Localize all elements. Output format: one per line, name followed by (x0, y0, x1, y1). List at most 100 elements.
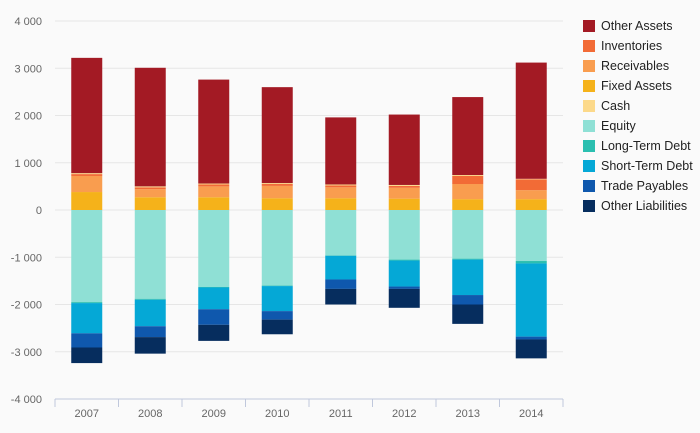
bar-segment (71, 333, 103, 348)
legend-swatch (583, 20, 595, 32)
bar-segment (388, 288, 420, 308)
legend-label: Inventories (601, 39, 663, 53)
legend-item[interactable]: Equity (583, 116, 693, 136)
bar-segment (134, 67, 166, 187)
bar-segment (325, 279, 357, 289)
bar-segment (388, 260, 420, 287)
y-tick-label: 0 (36, 205, 42, 217)
bar-segment (198, 197, 230, 210)
bar-segment (261, 185, 293, 199)
bar-segment (452, 175, 484, 176)
bar-segment (134, 187, 166, 190)
legend-label: Long-Term Debt (601, 139, 691, 153)
bar-segment (261, 184, 293, 186)
bar-segment (388, 210, 420, 260)
legend-swatch (583, 140, 595, 152)
bar-segment (515, 62, 547, 179)
bar-segment (325, 210, 357, 256)
bar-segment (71, 303, 103, 334)
legend-label: Cash (601, 99, 631, 113)
bar-segment (515, 190, 547, 200)
bar-segment (261, 87, 293, 184)
bar-segment (261, 286, 293, 312)
bar-segment (71, 173, 103, 175)
y-tick-label: -2 000 (11, 300, 42, 312)
gridlines (55, 20, 563, 353)
bar-segment (452, 258, 484, 260)
bar-segment (71, 192, 103, 210)
bar-segment (515, 261, 547, 264)
legend-item[interactable]: Other Liabilities (583, 196, 693, 216)
bars (71, 57, 547, 364)
legend: Other Assets Inventories Receivables Fixed … (583, 16, 693, 216)
legend-label: Short-Term Debt (601, 159, 693, 173)
y-tick-label: -4 000 (11, 394, 42, 406)
legend-item[interactable]: Inventories (583, 36, 693, 56)
legend-swatch (583, 120, 595, 132)
x-axis: 2007 2008 2009 2010 2011 2012 2013 2014 (54, 398, 564, 420)
legend-item[interactable]: Fixed Assets (583, 76, 693, 96)
bar-segment (261, 183, 293, 185)
bar-segment (388, 286, 420, 289)
bar-segment (198, 183, 230, 185)
legend-item[interactable]: Trade Payables (583, 176, 693, 196)
bar-segment (71, 347, 103, 364)
y-tick-label: 4 000 (14, 16, 42, 28)
bar-segment (198, 184, 230, 187)
legend-label: Fixed Assets (601, 79, 672, 93)
bar-segment (198, 186, 230, 198)
legend-label: Equity (601, 119, 636, 133)
bar-segment (134, 186, 166, 188)
x-tick-label: 2010 (265, 408, 289, 420)
bar-segment (71, 210, 103, 303)
bar-segment (388, 198, 420, 210)
bar-segment (198, 309, 230, 325)
bar-segment (134, 337, 166, 354)
x-tick-label: 2007 (75, 408, 99, 420)
x-tick-label: 2011 (329, 408, 353, 420)
bar-segment (71, 175, 103, 193)
legend-swatch (583, 200, 595, 212)
bar-segment (452, 199, 484, 210)
bar-segment (388, 187, 420, 199)
legend-label: Other Liabilities (601, 199, 688, 213)
y-axis-tick-labels: 4 000 3 000 2 000 1 000 0 -1 000 -2 000 -3 000 -… (11, 16, 42, 406)
bar-segment (452, 259, 484, 296)
legend-swatch (583, 100, 595, 112)
bar-segment (515, 336, 547, 340)
x-tick-label: 2012 (392, 408, 416, 420)
bar-segment (452, 295, 484, 305)
bar-segment (198, 79, 230, 184)
bar-segment (198, 287, 230, 310)
bar-segment (134, 189, 166, 198)
bar-segment (261, 198, 293, 210)
bar-segment (134, 197, 166, 210)
legend-swatch (583, 160, 595, 172)
bar-segment (515, 263, 547, 337)
bar-segment (134, 299, 166, 327)
legend-swatch (583, 80, 595, 92)
legend-item[interactable]: Short-Term Debt (583, 156, 693, 176)
bar-segment (452, 97, 484, 176)
bar-segment (325, 117, 357, 185)
legend-item[interactable]: Cash (583, 96, 693, 116)
bar-segment (452, 210, 484, 259)
bar-segment (515, 210, 547, 262)
legend-label: Other Assets (601, 19, 673, 33)
bar-segment (388, 185, 420, 188)
bar-segment (325, 255, 357, 280)
x-tick-label: 2009 (202, 408, 226, 420)
bar-segment (198, 210, 230, 288)
legend-item[interactable]: Receivables (583, 56, 693, 76)
bar-segment (134, 298, 166, 300)
y-tick-label: 3 000 (14, 63, 42, 75)
legend-swatch (583, 40, 595, 52)
y-tick-label: 2 000 (14, 111, 42, 123)
bar-segment (452, 184, 484, 200)
bar-segment (71, 174, 103, 176)
y-tick-label: -1 000 (11, 252, 42, 264)
legend-label: Trade Payables (601, 179, 689, 193)
bar-segment (325, 288, 357, 305)
legend-item[interactable]: Other Assets (583, 16, 693, 36)
legend-item[interactable]: Long-Term Debt (583, 136, 693, 156)
